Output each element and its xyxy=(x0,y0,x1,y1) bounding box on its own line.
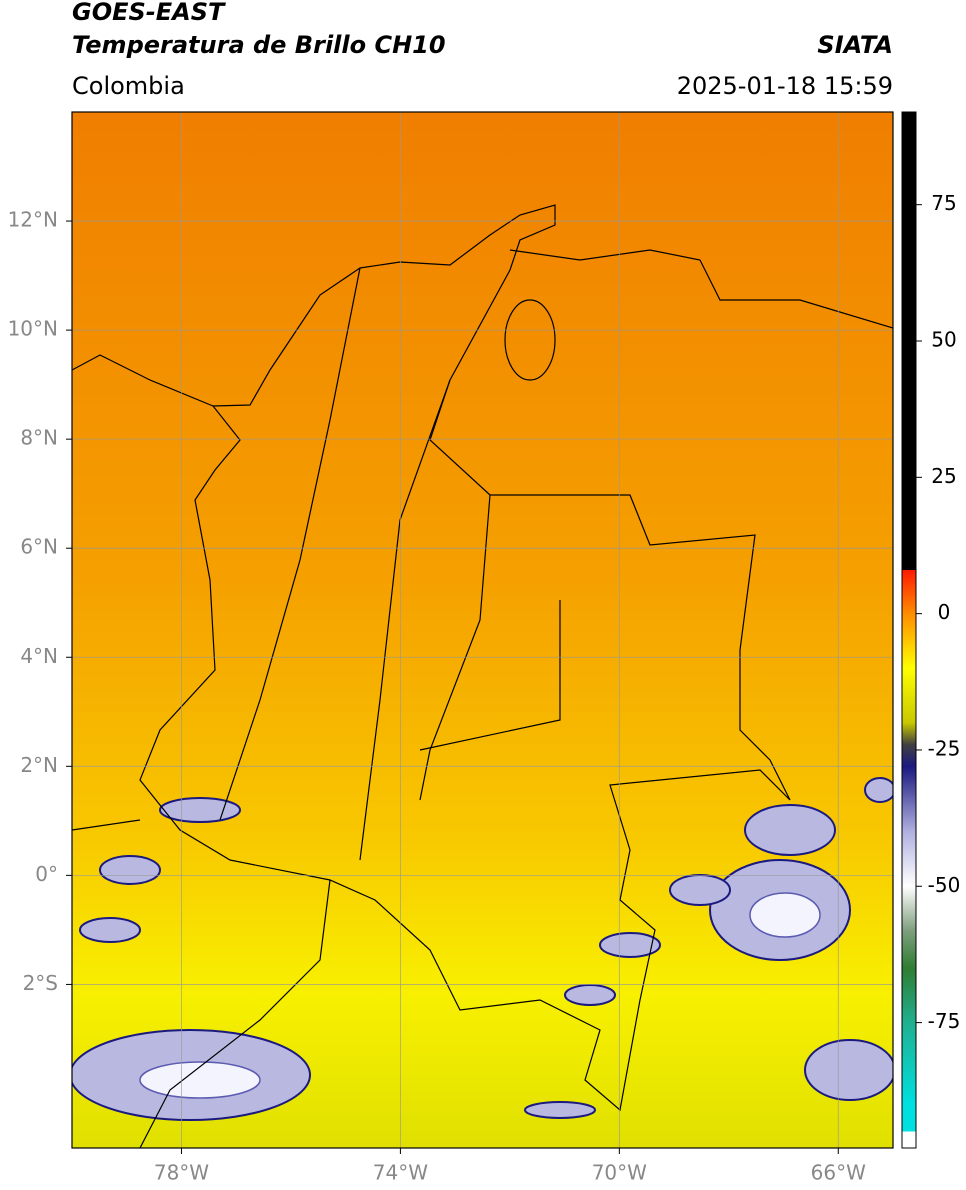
clouds xyxy=(72,777,893,1121)
title: GOES-EAST xyxy=(72,0,226,26)
borders xyxy=(72,204,893,1148)
colorbar-tick-label: -75 xyxy=(928,1009,961,1033)
colorbar-tick-label: 25 xyxy=(931,464,956,488)
subtitle: Temperatura de Brillo CH10 xyxy=(72,31,446,59)
y-tick-label: 2°N xyxy=(20,753,58,777)
map xyxy=(72,112,893,1148)
source: SIATA xyxy=(817,31,893,59)
region: Colombia xyxy=(72,72,185,100)
x-tick-label: 66°W xyxy=(811,1161,866,1185)
y-tick-label: 8°N xyxy=(20,426,58,450)
x-tick-label: 74°W xyxy=(373,1161,428,1185)
colorbar-tick-label: 0 xyxy=(938,600,951,624)
colorbar-tick-label: -25 xyxy=(928,736,961,760)
map-background xyxy=(72,112,893,1148)
colorbar-tick-label: 50 xyxy=(931,328,956,352)
y-tick-label: 0° xyxy=(35,862,58,886)
y-tick-label: 2°S xyxy=(23,971,58,995)
x-tick-label: 78°W xyxy=(154,1161,209,1185)
colorbar xyxy=(901,111,917,1149)
y-tick-label: 4°N xyxy=(20,644,58,668)
x-tick-label: 70°W xyxy=(592,1161,647,1185)
datetime: 2025-01-18 15:59 xyxy=(677,72,893,100)
colorbar-tick-label: 75 xyxy=(931,191,956,215)
colorbar-tick-label: -50 xyxy=(928,873,961,897)
y-tick-label: 6°N xyxy=(20,535,58,559)
map-frame xyxy=(71,111,894,1149)
y-tick-label: 12°N xyxy=(8,208,58,232)
y-tick-label: 10°N xyxy=(8,317,58,341)
